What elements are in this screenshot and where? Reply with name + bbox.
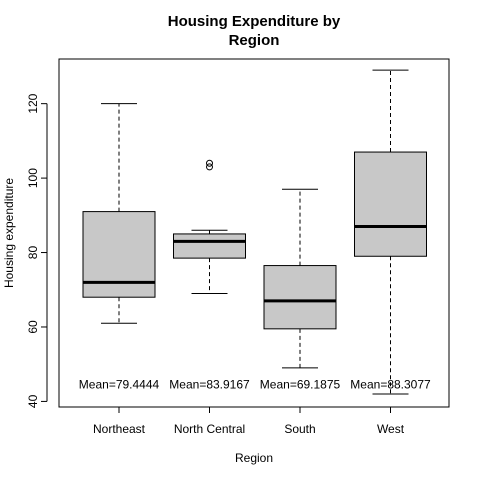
x-axis-label: Region	[235, 451, 273, 465]
y-tick-label: 40	[26, 394, 40, 408]
box-north-central	[173, 159, 246, 294]
x-axis: Northeast North Central South West	[93, 406, 405, 436]
y-tick-label: 80	[26, 246, 40, 260]
box-south	[263, 188, 337, 369]
box-iqr	[173, 233, 246, 259]
mean-label: Mean=69.1875	[260, 378, 341, 392]
chart-title-line-1: Housing Expenditure by	[168, 13, 341, 30]
box-iqr	[82, 211, 156, 298]
x-tick-label: South	[284, 422, 315, 436]
mean-label: Mean=88.3077	[350, 378, 431, 392]
y-tick-label: 100	[26, 168, 40, 188]
box-northeast	[82, 103, 156, 324]
chart-title-line-2: Region	[229, 32, 280, 49]
x-tick-label: Northeast	[93, 422, 146, 436]
y-axis-label: Housing expenditure	[2, 178, 16, 288]
box-iqr	[263, 265, 337, 330]
mean-label: Mean=79.4444	[79, 378, 160, 392]
outlier-point	[206, 163, 213, 171]
mean-label: Mean=83.9167	[169, 378, 250, 392]
y-tick-label: 120	[26, 93, 40, 113]
box-west	[354, 69, 427, 395]
y-tick-label: 60	[26, 320, 40, 334]
outlier-point	[206, 159, 213, 167]
y-axis: 40 60 80 100 120	[26, 93, 48, 408]
mean-labels: Mean=79.4444 Mean=83.9167 Mean=69.1875 Mean…	[79, 378, 431, 392]
box-iqr	[354, 151, 427, 257]
boxes	[82, 69, 427, 395]
x-tick-label: West	[377, 422, 405, 436]
x-tick-label: North Central	[174, 422, 245, 436]
